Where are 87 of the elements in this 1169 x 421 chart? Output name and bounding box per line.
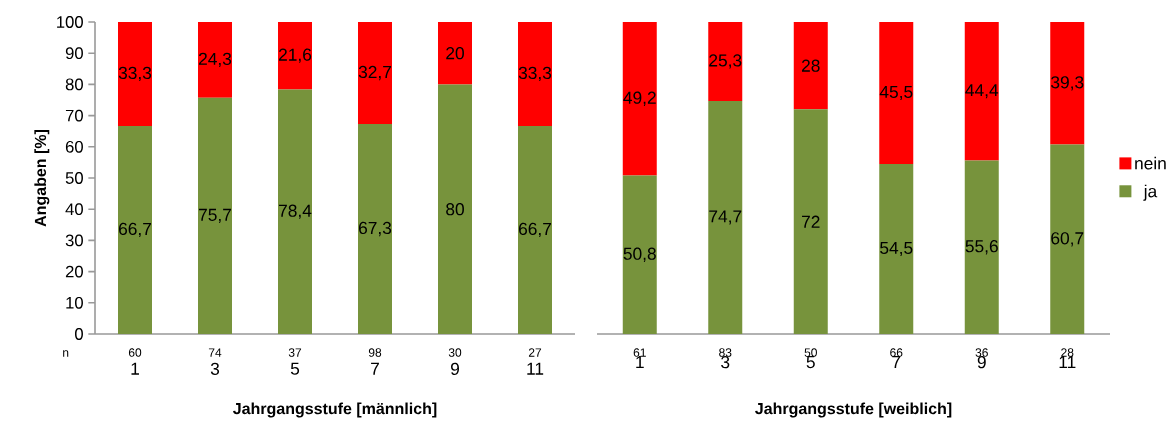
bar	[1050, 144, 1085, 334]
data-label: 72	[802, 215, 820, 228]
data-label: 78,4	[279, 204, 312, 219]
x-tick-label: 1	[131, 362, 139, 375]
data-label: 28	[802, 59, 820, 72]
x-axis-title: Jahrgangsstufe [männlich]	[233, 402, 437, 418]
data-label: 45,5	[879, 85, 913, 101]
bar	[278, 22, 312, 90]
text: 98	[368, 348, 382, 357]
data-label: 32,7	[358, 65, 391, 81]
data-label: 24,3	[199, 52, 232, 68]
bar	[518, 22, 552, 126]
text: 74	[208, 348, 222, 357]
data-label: 74,7	[709, 210, 742, 225]
bar	[879, 22, 914, 164]
data-label: 39,3	[1051, 76, 1084, 91]
data-label: 33,3	[518, 66, 552, 82]
data-label: 60,7	[1051, 232, 1084, 247]
x-tick-label: 5	[806, 356, 815, 369]
bar	[1050, 22, 1085, 145]
y-tick-label: 100	[57, 16, 83, 28]
x-axis-title: Jahrgangsstufe [weiblich]	[755, 402, 952, 418]
data-label: 66,7	[519, 222, 551, 238]
y-tick-label: 90	[65, 47, 83, 60]
data-label: 21,6	[279, 48, 312, 63]
text: 50	[804, 348, 817, 357]
x-tick-label: 9	[451, 362, 460, 375]
data-label: 33,3	[118, 66, 152, 82]
data-label: 20	[446, 47, 464, 60]
x-tick-label: 1	[636, 356, 644, 368]
text: 36	[975, 348, 988, 357]
x-tick-label: 11	[527, 362, 544, 375]
x-tick-label: 5	[290, 362, 300, 375]
x-tick-label: 11	[1059, 356, 1076, 368]
data-label: 75,7	[199, 208, 231, 223]
text: n	[63, 350, 69, 357]
data-label: 80	[446, 203, 464, 216]
bar	[793, 109, 828, 334]
y-tick-label: 20	[65, 265, 83, 278]
x-tick-label: 3	[721, 356, 730, 369]
bar	[198, 22, 232, 98]
bar	[708, 22, 743, 101]
text: 83	[719, 348, 732, 357]
text: 30	[448, 348, 462, 357]
text: 37	[288, 348, 302, 357]
data-label: 25,3	[709, 54, 742, 69]
text: 61	[633, 348, 646, 357]
bar	[964, 160, 999, 334]
bar	[793, 22, 828, 110]
bar	[438, 22, 472, 85]
y-tick-label: 60	[65, 140, 83, 153]
bar	[964, 22, 999, 161]
legend-label: nein	[1135, 156, 1166, 170]
bar	[879, 163, 914, 334]
y-tick-label: 50	[65, 172, 83, 184]
data-label: 55,6	[965, 240, 998, 255]
y-tick-label: 30	[65, 234, 83, 247]
data-label: 50,8	[623, 247, 656, 262]
bar	[118, 125, 152, 334]
y-tick-label: 0	[75, 328, 83, 340]
data-label: 67,3	[359, 221, 392, 237]
bar	[622, 22, 657, 176]
legend-label: ja	[1143, 184, 1158, 201]
text: 27	[528, 348, 542, 357]
y-tick-label: 70	[65, 109, 83, 122]
bar	[622, 175, 657, 334]
bar	[518, 125, 552, 334]
x-tick-label: 9	[977, 356, 986, 369]
data-label: 49,2	[623, 91, 656, 106]
y-axis-title: Angaben [%]	[34, 130, 50, 227]
text: 60	[128, 348, 142, 357]
x-tick-label: 7	[892, 356, 901, 368]
bar	[358, 22, 392, 125]
data-label: 54,5	[880, 241, 913, 257]
bar	[118, 22, 152, 126]
data-label: 66,7	[119, 222, 151, 238]
bar	[708, 100, 743, 334]
bar	[198, 97, 232, 334]
bar	[358, 124, 392, 334]
x-tick-label: 7	[371, 362, 379, 375]
data-label: 44,4	[965, 84, 999, 99]
bar	[278, 89, 312, 334]
y-tick-label: 40	[65, 203, 83, 216]
y-tick-label: 10	[66, 296, 83, 309]
y-tick-label: 80	[65, 78, 83, 91]
x-tick-label: 3	[210, 362, 220, 375]
bar	[438, 84, 472, 334]
